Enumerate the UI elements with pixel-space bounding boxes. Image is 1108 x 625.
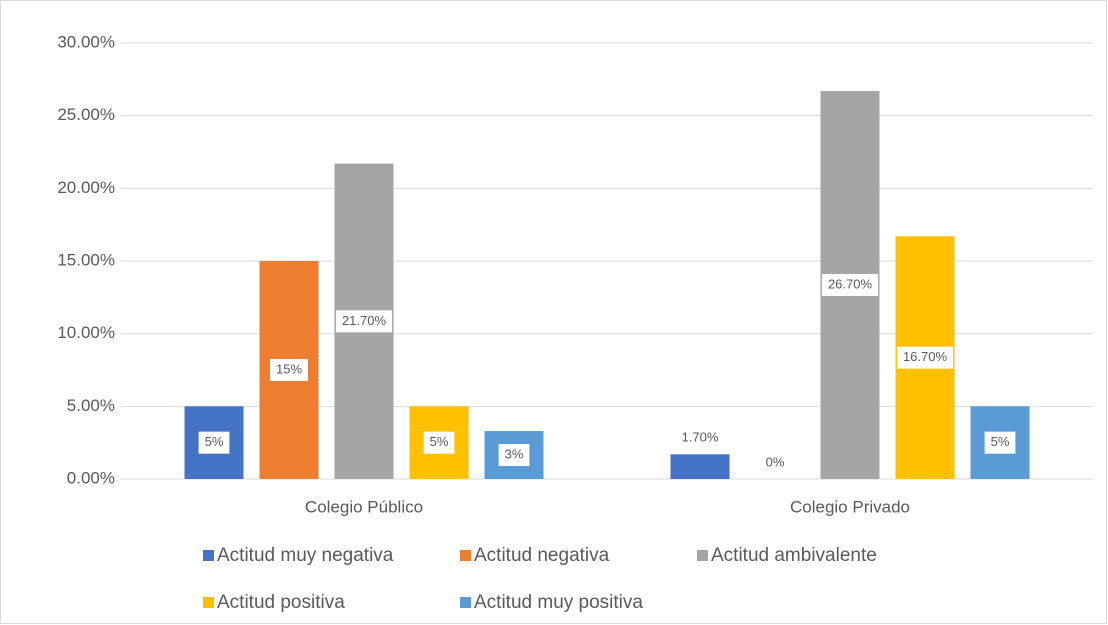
- data-label: 5%: [205, 434, 224, 449]
- legend-label: Actitud muy negativa: [217, 545, 394, 566]
- data-label: 5%: [430, 434, 449, 449]
- y-tick-label: 30.00%: [57, 32, 115, 51]
- data-label: 16.70%: [903, 349, 948, 364]
- x-tick-label: Colegio Privado: [790, 497, 910, 516]
- data-label: 1.70%: [682, 430, 719, 445]
- data-label-box: [896, 346, 954, 369]
- y-tick-label: 0.00%: [67, 468, 115, 487]
- legend-swatch: [460, 597, 471, 608]
- y-tick-label: 25.00%: [57, 105, 115, 124]
- y-tick-label: 10.00%: [57, 323, 115, 342]
- legend-swatch: [203, 597, 214, 608]
- data-label-box: [821, 273, 879, 296]
- data-label-box: [269, 359, 309, 381]
- data-label-box: [198, 431, 230, 454]
- y-tick-label: 5.00%: [67, 396, 115, 415]
- legend-swatch: [697, 550, 708, 561]
- data-label: 26.70%: [828, 276, 873, 291]
- legend-swatch: [203, 550, 214, 561]
- data-label: 15%: [276, 361, 302, 376]
- legend-label: Actitud muy positiva: [474, 592, 643, 613]
- y-tick-label: 15.00%: [57, 250, 115, 269]
- data-label: 0%: [766, 454, 785, 469]
- legend-label: Actitud positiva: [217, 592, 345, 613]
- data-label-box: [423, 431, 455, 454]
- x-tick-label: Colegio Público: [305, 497, 423, 516]
- bar: [670, 454, 730, 479]
- data-label-box: [984, 431, 1016, 454]
- legend-label: Actitud negativa: [474, 545, 610, 566]
- data-label: 5%: [991, 434, 1010, 449]
- data-label: 3%: [505, 446, 524, 461]
- data-label-box: [335, 310, 393, 333]
- data-label-box: [498, 444, 530, 467]
- data-label: 21.70%: [342, 313, 387, 328]
- y-tick-label: 20.00%: [57, 178, 115, 197]
- legend-label: Actitud ambivalente: [711, 545, 877, 566]
- legend-swatch: [460, 550, 471, 561]
